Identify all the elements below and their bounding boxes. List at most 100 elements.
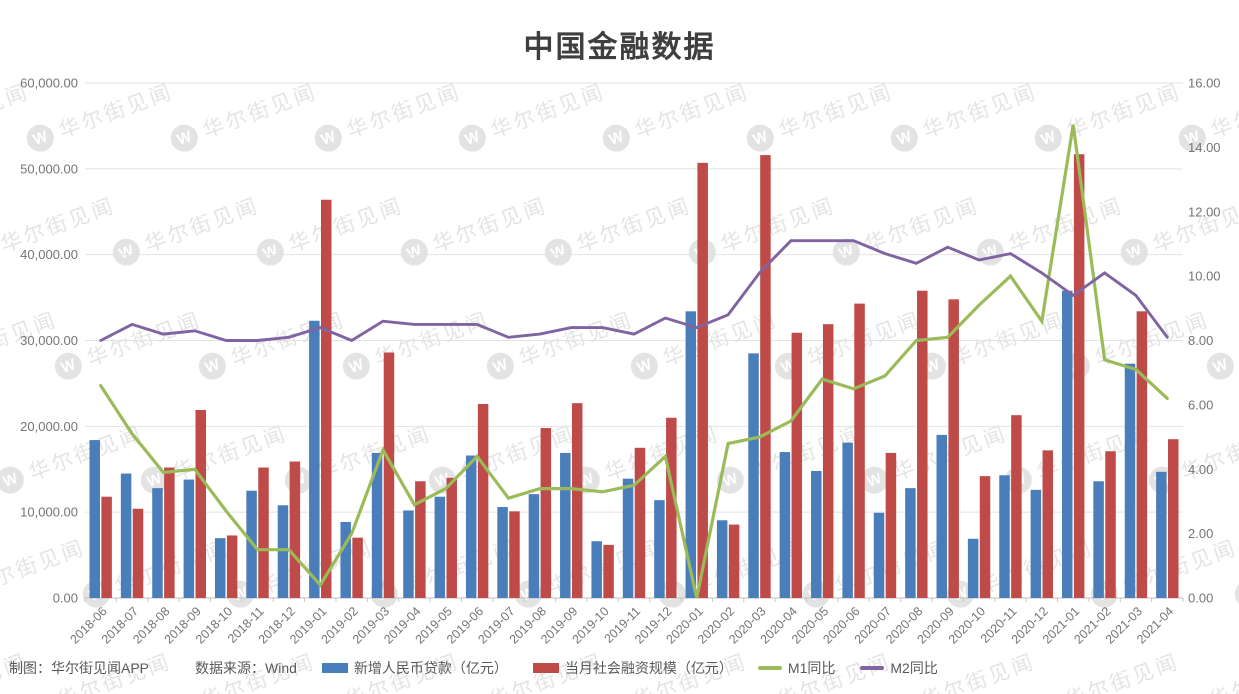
legend-swatch-line: [860, 666, 885, 670]
bar-tsf-2020-09: [948, 299, 959, 598]
watermark-logo-icon: W: [596, 690, 632, 694]
left-axis-tick-label: 10,000.00: [20, 505, 78, 520]
bar-tsf-2020-03: [760, 155, 771, 598]
watermark-logo-icon: W: [740, 690, 776, 694]
bar-loans-2020-12: [1030, 489, 1042, 598]
chart-footer: 制图：华尔街见闻APP 数据来源：Wind 新增人民币贷款（亿元） 当月社会融资规…: [9, 654, 1239, 682]
bar-tsf-2020-08: [917, 290, 928, 598]
bar-loans-2018-08: [152, 488, 163, 598]
bar-loans-2019-03: [371, 452, 383, 598]
legend-label: 新增人民币贷款（亿元）: [353, 660, 508, 676]
bar-tsf-2019-05: [446, 477, 457, 598]
bar-tsf-2018-06: [101, 496, 112, 598]
bar-loans-2021-02: [1093, 481, 1104, 598]
bar-tsf-2020-05: [822, 324, 834, 598]
bar-loans-2020-07: [873, 512, 885, 598]
bar-loans-2019-11: [622, 478, 634, 598]
bar-tsf-2018-09: [195, 410, 206, 598]
watermark-logo-icon: W: [1028, 690, 1064, 694]
legend-item-1: 新增人民币贷款（亿元）: [321, 658, 508, 678]
credit-label: 制图：华尔街见闻APP: [9, 660, 150, 676]
watermark-logo-icon: W: [20, 690, 56, 694]
bar-tsf-2019-08: [540, 428, 552, 598]
bar-loans-2019-12: [654, 500, 665, 598]
bar-tsf-2018-07: [132, 508, 144, 598]
bar-loans-2018-10: [214, 538, 226, 598]
bar-tsf-2019-01: [320, 199, 332, 598]
watermark-logo-icon: W: [884, 690, 920, 694]
right-axis-tick-label: 2.00: [1188, 526, 1213, 541]
bar-loans-2020-09: [936, 434, 948, 598]
bar-tsf-2019-12: [666, 417, 677, 598]
left-axis-tick-label: 20,000.00: [20, 419, 78, 434]
right-axis-tick-label: 0.00: [1188, 591, 1213, 606]
bar-loans-2018-09: [183, 479, 195, 598]
legend-swatch-bar: [321, 663, 348, 673]
bar-loans-2020-08: [905, 488, 916, 598]
bar-tsf-2019-02: [352, 537, 363, 598]
left-axis-tick-label: 30,000.00: [20, 333, 78, 348]
bar-tsf-2019-03: [383, 352, 395, 598]
bar-loans-2020-03: [748, 353, 759, 598]
bar-tsf-2021-01: [1073, 154, 1085, 598]
watermark-logo-icon: W: [308, 690, 344, 694]
chart-title: 中国金融数据: [523, 31, 716, 64]
tsf-bars: [101, 154, 1179, 598]
x-axis: [84, 597, 1184, 602]
source-label: 数据来源：Wind: [195, 660, 297, 676]
bar-tsf-2018-08: [164, 467, 175, 598]
bar-loans-2020-10: [967, 538, 979, 598]
m1-line: [99, 124, 1169, 599]
legend-item-2: 当月社会融资规模（亿元）: [532, 658, 733, 678]
right-axis-tick-label: 16.00: [1188, 76, 1221, 91]
bar-tsf-2018-11: [258, 467, 269, 598]
legend-swatch-line: [757, 666, 782, 670]
legend: 新增人民币贷款（亿元） 当月社会融资规模（亿元） M1同比 M2同比: [321, 658, 938, 678]
legend-label: M2同比: [890, 660, 938, 676]
right-axis-tick-label: 14.00: [1188, 140, 1221, 155]
bar-tsf-2020-04: [791, 332, 803, 598]
bar-loans-2021-03: [1124, 363, 1136, 598]
legend-swatch-bar: [532, 663, 559, 673]
right-axis-tick-label: 12.00: [1188, 204, 1221, 219]
loans-bars: [89, 290, 1167, 598]
bar-tsf-2019-10: [603, 544, 614, 598]
left-axis-tick-label: 50,000.00: [20, 161, 78, 176]
bar-tsf-2018-12: [289, 461, 301, 598]
x-axis-labels: 2018-062018-072018-082018-092018-102018-…: [67, 604, 1176, 646]
bar-loans-2019-07: [497, 507, 508, 598]
bar-loans-2020-02: [716, 520, 728, 598]
left-axis-labels: 0.00 10,000.00 20,000.00 30,000.00 40,000.00…: [20, 76, 78, 606]
bar-loans-2019-01: [309, 320, 320, 598]
bar-tsf-2019-04: [415, 481, 426, 598]
bar-loans-2020-01: [685, 311, 697, 598]
m2-line: [99, 239, 1169, 343]
bar-tsf-2020-10: [979, 476, 991, 598]
bar-loans-2019-10: [591, 541, 602, 598]
bar-loans-2019-04: [403, 510, 414, 598]
bar-tsf-2020-11: [1011, 415, 1022, 598]
legend-item-3: M1同比: [757, 658, 836, 678]
bar-loans-2018-06: [89, 440, 100, 598]
left-axis-tick-label: 40,000.00: [20, 247, 78, 262]
left-axis-tick-label: 0.00: [53, 591, 78, 606]
legend-label: M1同比: [787, 660, 836, 676]
bar-loans-2019-06: [465, 455, 477, 598]
right-axis-tick-label: 6.00: [1188, 397, 1213, 412]
bar-loans-2019-08: [528, 494, 540, 598]
bar-tsf-2019-06: [477, 404, 489, 598]
watermark-logo-icon: W: [1172, 690, 1208, 694]
bar-loans-2021-04: [1156, 471, 1167, 598]
bar-tsf-2019-11: [634, 447, 646, 598]
bar-tsf-2021-02: [1105, 451, 1116, 598]
right-axis-tick-label: 8.00: [1188, 333, 1213, 348]
bar-loans-2018-07: [120, 473, 132, 598]
bar-loans-2019-05: [434, 496, 446, 598]
bar-loans-2018-12: [277, 505, 289, 598]
right-axis-labels: 0.00 2.00 4.00 6.00 8.00 10.00 12.00 14.00 16.00: [1188, 76, 1221, 606]
right-axis-tick-label: 4.00: [1188, 462, 1213, 477]
watermark-logo-icon: W: [164, 690, 200, 694]
bar-tsf-2019-09: [571, 403, 583, 598]
bar-loans-2020-05: [811, 470, 822, 598]
